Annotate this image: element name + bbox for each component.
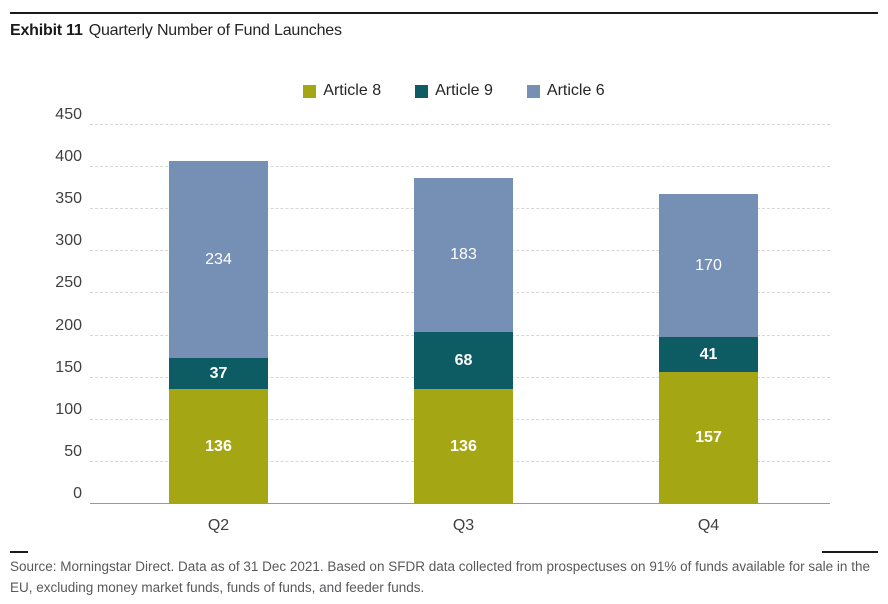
y-axis-label: 250: [55, 274, 82, 292]
bar-segment-article-8: 136: [414, 389, 513, 504]
y-axis-label: 400: [55, 148, 82, 166]
footer-rules: [10, 551, 878, 553]
legend-label: Article 9: [435, 82, 493, 99]
bar-q4: 157 41 170: [659, 194, 758, 504]
gridline: [90, 124, 830, 125]
source-line-2: excluding money market funds, funds of f…: [36, 579, 425, 595]
x-axis-label-q3: Q3: [452, 517, 475, 534]
legend-swatch-icon: [303, 84, 317, 98]
bar-q2: 136 37 234: [169, 161, 268, 504]
bar-segment-article-6: 234: [169, 161, 268, 359]
segment-value-label: 183: [450, 246, 477, 264]
bar-segment-article-9: 37: [169, 358, 268, 390]
y-axis-label: 200: [55, 316, 82, 334]
header-rule: [10, 12, 878, 14]
source-note: Source: Morningstar Direct. Data as of 3…: [10, 557, 878, 599]
segment-value-label: 68: [454, 351, 473, 369]
legend-swatch-icon: [526, 84, 540, 98]
source-line-1: Source: Morningstar Direct. Data as of 3…: [10, 559, 870, 595]
bar-segment-article-9: 41: [659, 337, 758, 372]
legend-label: Article 6: [546, 82, 605, 99]
exhibit-footer: Source: Morningstar Direct. Data as of 3…: [10, 551, 878, 599]
legend-swatch-icon: [415, 84, 429, 98]
y-axis-label: 150: [55, 358, 82, 376]
bar-q3: 136 68 183: [414, 178, 513, 504]
segment-value-label: 37: [209, 364, 228, 382]
bar-segment-article-8: 136: [169, 389, 268, 504]
footer-rule-right: [822, 551, 878, 553]
stacked-bar-chart: 0 50 100 150 200 250 300 350 400 450 Q2 136 37 234 Q3 1…: [10, 106, 878, 534]
bar-segment-article-6: 170: [659, 194, 758, 338]
y-axis-label: 0: [73, 485, 82, 502]
exhibit-header: Exhibit 11 Quarterly Number of Fund Launc…: [10, 14, 878, 40]
bar-segment-article-6: 183: [414, 178, 513, 333]
y-axis-label: 300: [55, 232, 82, 250]
segment-value-label: 170: [695, 256, 722, 274]
legend-item-article-9: Article 9: [415, 82, 493, 100]
bar-segment-article-8: 157: [659, 371, 758, 504]
x-axis-label-q2: Q2: [207, 517, 230, 534]
legend-label: Article 8: [323, 82, 382, 99]
legend-item-article-8: Article 8: [303, 82, 381, 100]
gridline: [90, 166, 830, 168]
segment-value-label: 41: [699, 345, 718, 363]
x-axis-label-q4: Q4: [697, 517, 720, 534]
y-axis-label: 450: [55, 106, 82, 123]
footer-rule-left: [10, 551, 28, 553]
exhibit-number: Exhibit 11: [10, 22, 83, 39]
legend-item-article-6: Article 6: [526, 82, 605, 100]
y-axis-label: 50: [64, 442, 82, 460]
chart-legend: Article 8 Article 9 Article 6: [10, 82, 878, 100]
plot-area: 0 50 100 150 200 250 300 350 400 450 Q2 136 37 234 Q3 1…: [55, 106, 830, 534]
y-axis-label: 100: [55, 400, 82, 418]
exhibit-page: Exhibit 11 Quarterly Number of Fund Launc…: [10, 12, 878, 534]
y-axis-label: 350: [55, 190, 82, 208]
segment-value-label: 136: [205, 437, 232, 455]
segment-value-label: 234: [205, 250, 232, 268]
page-title: Quarterly Number of Fund Launches: [88, 22, 342, 39]
bar-segment-article-9: 68: [414, 332, 513, 390]
segment-value-label: 136: [450, 437, 477, 455]
segment-value-label: 157: [695, 428, 722, 446]
